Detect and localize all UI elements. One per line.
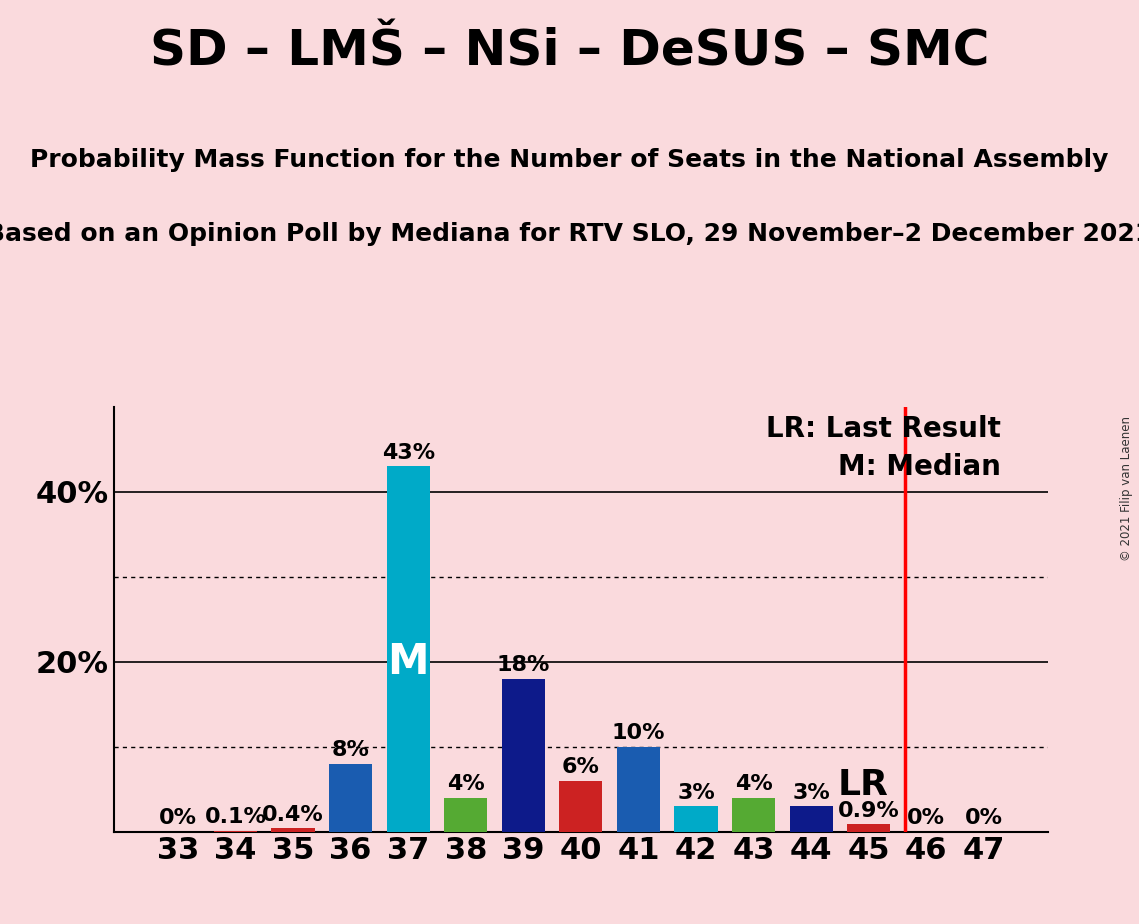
Bar — [502, 678, 544, 832]
Text: 0.4%: 0.4% — [262, 805, 323, 825]
Text: 0%: 0% — [965, 808, 1002, 828]
Text: © 2021 Filip van Laenen: © 2021 Filip van Laenen — [1121, 416, 1133, 561]
Text: 18%: 18% — [497, 655, 550, 675]
Text: 10%: 10% — [612, 723, 665, 743]
Text: 0.9%: 0.9% — [838, 800, 900, 821]
Text: LR: Last Result: LR: Last Result — [767, 415, 1001, 444]
Bar — [674, 806, 718, 832]
Text: 8%: 8% — [331, 740, 369, 760]
Bar — [789, 806, 833, 832]
Bar — [329, 763, 372, 832]
Text: M: Median: M: Median — [838, 454, 1001, 481]
Text: 3%: 3% — [678, 783, 715, 803]
Bar — [732, 797, 776, 832]
Bar — [444, 797, 487, 832]
Text: 4%: 4% — [446, 774, 484, 795]
Text: 0%: 0% — [159, 808, 197, 828]
Text: Probability Mass Function for the Number of Seats in the National Assembly: Probability Mass Function for the Number… — [31, 148, 1108, 172]
Text: LR: LR — [837, 768, 888, 802]
Text: 4%: 4% — [735, 774, 772, 795]
Bar — [386, 466, 429, 832]
Text: 0.1%: 0.1% — [205, 808, 267, 827]
Bar — [617, 747, 659, 832]
Text: 0%: 0% — [908, 808, 945, 828]
Text: 43%: 43% — [382, 443, 435, 463]
Bar — [271, 828, 314, 832]
Text: 6%: 6% — [562, 757, 600, 777]
Bar — [847, 824, 891, 832]
Bar — [559, 781, 603, 832]
Text: M: M — [387, 640, 429, 683]
Text: 3%: 3% — [793, 783, 830, 803]
Text: Based on an Opinion Poll by Mediana for RTV SLO, 29 November–2 December 2021: Based on an Opinion Poll by Mediana for … — [0, 222, 1139, 246]
Text: SD – LMŠ – NSi – DeSUS – SMC: SD – LMŠ – NSi – DeSUS – SMC — [149, 28, 990, 76]
